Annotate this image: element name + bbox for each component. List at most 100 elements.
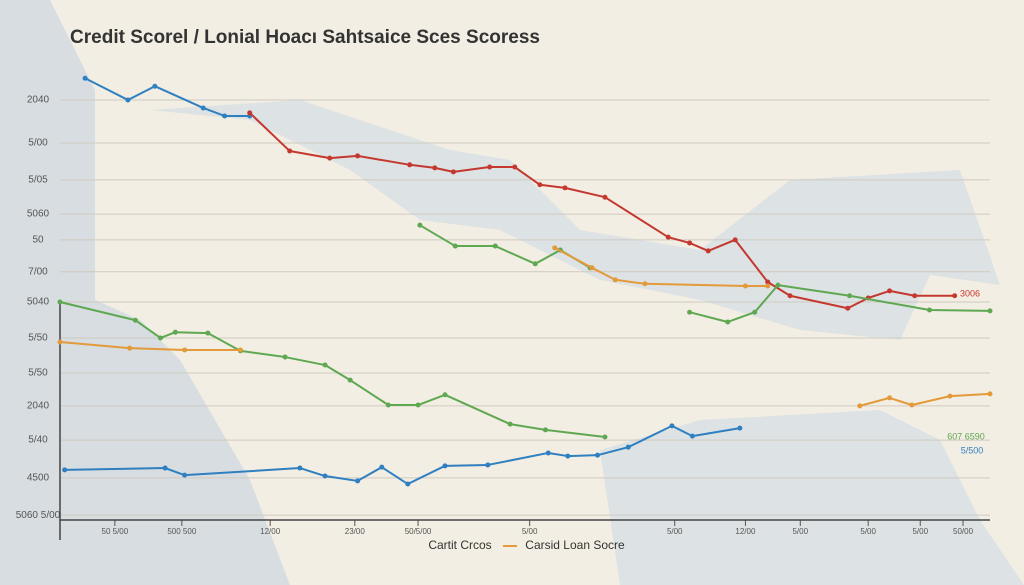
annotation: 5/500 — [961, 445, 984, 455]
point — [442, 463, 448, 469]
point — [987, 391, 993, 397]
point — [909, 402, 915, 408]
chart-title: Credit Scorel / Lonial Hoacı Sahtsaice S… — [70, 27, 540, 48]
point — [417, 222, 423, 228]
bg-shape — [150, 100, 1000, 340]
y-tick-label: 5/50 — [28, 368, 48, 379]
point — [450, 169, 456, 175]
point — [687, 309, 693, 315]
point — [205, 330, 211, 336]
x-tick-label: 12/00 — [735, 527, 756, 536]
x-tick-label: 5/00 — [667, 527, 683, 536]
point — [222, 113, 228, 119]
y-tick-label: 2040 — [27, 401, 50, 412]
point — [492, 243, 498, 249]
point — [725, 319, 731, 325]
point — [545, 450, 551, 456]
point — [947, 393, 953, 399]
point — [987, 308, 993, 314]
annotation: 607 6590 — [947, 431, 985, 441]
x-tick-label: 50/5/00 — [405, 527, 432, 536]
point — [407, 162, 413, 168]
point — [732, 237, 738, 243]
point — [765, 283, 771, 289]
point — [415, 402, 421, 408]
point — [327, 155, 333, 161]
point — [542, 427, 548, 433]
legend-label: Carsid Loan Socre — [525, 538, 625, 552]
point — [705, 248, 711, 254]
point — [562, 185, 568, 191]
point — [512, 164, 518, 170]
x-tick-label: 23/00 — [345, 527, 366, 536]
y-tick-label: 2040 — [27, 95, 50, 106]
point — [552, 245, 558, 251]
bg-shape — [0, 0, 290, 585]
annotation: 3006 — [960, 288, 980, 298]
y-tick-label: 5040 — [27, 297, 50, 308]
x-tick-label: 5/00 — [792, 527, 808, 536]
y-tick-label: 4500 — [27, 472, 50, 483]
point — [385, 402, 391, 408]
point — [125, 97, 131, 103]
point — [847, 293, 853, 299]
point — [687, 240, 693, 246]
point — [237, 347, 243, 353]
point — [442, 392, 448, 398]
point — [742, 283, 748, 289]
point — [642, 281, 648, 287]
point — [602, 194, 608, 200]
point — [927, 307, 933, 313]
point — [200, 105, 206, 111]
point — [589, 265, 595, 271]
point — [452, 243, 458, 249]
point — [765, 279, 771, 285]
point — [182, 472, 188, 478]
y-tick-label: 5/05 — [28, 175, 48, 186]
point — [355, 153, 361, 159]
point — [485, 462, 491, 468]
point — [507, 421, 513, 427]
y-tick-label: 5060 — [27, 209, 50, 220]
point — [127, 345, 133, 351]
point — [752, 309, 758, 315]
point — [152, 83, 158, 89]
point — [912, 293, 918, 299]
point — [57, 299, 63, 305]
point — [487, 164, 493, 170]
point — [887, 395, 893, 401]
point — [737, 425, 743, 431]
point — [62, 467, 68, 473]
y-tick-label: 5060 5/00 — [16, 510, 61, 521]
point — [322, 362, 328, 368]
point — [355, 478, 361, 484]
point — [172, 329, 178, 335]
point — [565, 453, 571, 459]
point — [595, 452, 601, 458]
x-tick-label: 50 5/00 — [102, 527, 129, 536]
point — [689, 433, 695, 439]
x-tick-label: 5/00 — [912, 527, 928, 536]
x-tick-label: 50/00 — [953, 527, 974, 536]
point — [845, 305, 851, 311]
point — [612, 277, 618, 283]
y-tick-label: 5/00 — [28, 138, 48, 149]
point — [297, 465, 303, 471]
point — [532, 261, 538, 267]
point — [157, 335, 163, 341]
point — [132, 317, 138, 323]
point — [247, 110, 253, 116]
y-tick-label: 5/50 — [28, 333, 48, 344]
point — [669, 423, 675, 429]
point — [432, 165, 438, 171]
point — [379, 464, 385, 470]
point — [787, 293, 793, 299]
point — [952, 293, 958, 299]
x-tick-label: 5/00 — [860, 527, 876, 536]
point — [887, 288, 893, 294]
point — [775, 282, 781, 288]
point — [602, 434, 608, 440]
point — [57, 339, 63, 345]
